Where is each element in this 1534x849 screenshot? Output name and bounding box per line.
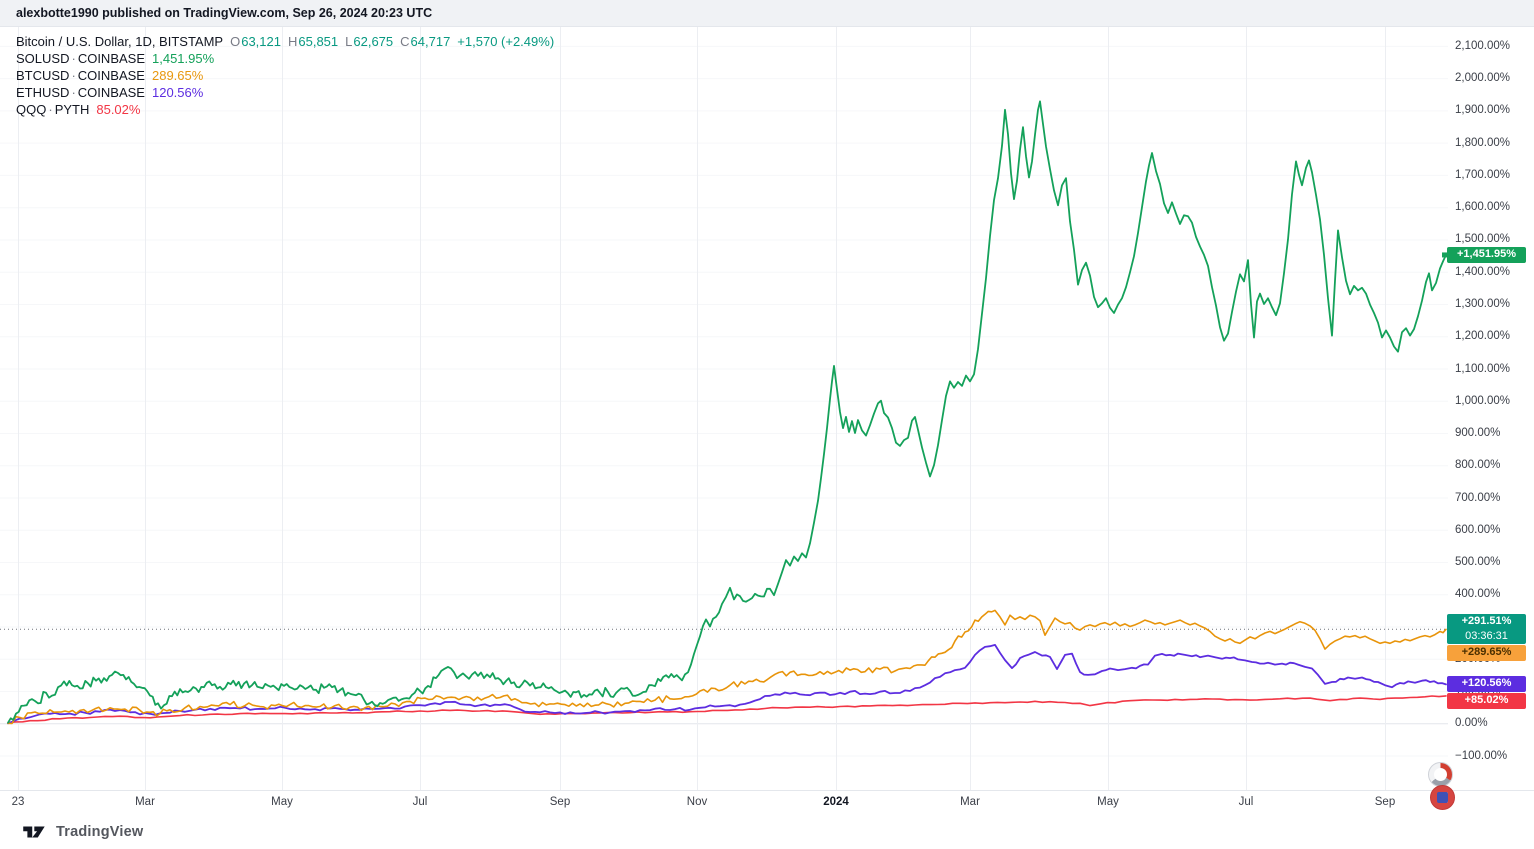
time-axis-label: Mar <box>960 796 980 808</box>
main-symbol-title: Bitcoin / U.S. Dollar, 1D, BITSTAMP <box>16 34 224 49</box>
footer: TradingView <box>0 815 1534 849</box>
compare-change-value: 120.56% <box>151 85 204 100</box>
price-badge: +291.51% 03:36:31 <box>1447 614 1526 645</box>
ohlc-label: H <box>287 34 298 49</box>
price-axis-label: 500.00% <box>1455 556 1501 568</box>
legend: Bitcoin / U.S. Dollar, 1D, BITSTAMP O63,1… <box>16 33 554 118</box>
series-line-ethusd <box>7 644 1447 725</box>
badge-change: +291.51% <box>1461 615 1512 628</box>
price-axis-label: 800.00% <box>1455 459 1501 472</box>
compare-exchange: COINBASE <box>77 85 145 100</box>
time-axis-label: 2024 <box>823 796 849 808</box>
price-axis-label: 1,100.00% <box>1455 362 1510 375</box>
ohlc-label: C <box>400 34 410 49</box>
compare-change-value: 289.65% <box>151 68 204 83</box>
price-badge: +85.02% <box>1447 693 1526 710</box>
legend-compare-row-qqq[interactable]: QQQ · PYTH 85.02% <box>16 101 554 118</box>
price-axis-label: 700.00% <box>1455 491 1501 504</box>
compare-symbol: QQQ <box>16 102 47 117</box>
compare-symbol: SOLUSD <box>16 51 70 66</box>
price-axis-label: 1,400.00% <box>1455 265 1510 278</box>
compare-change-value: 1,451.95% <box>152 51 215 66</box>
compare-symbol: ETHUSD <box>16 85 70 100</box>
ohlc-value: 64,717 <box>410 34 451 49</box>
legend-main-row[interactable]: Bitcoin / U.S. Dollar, 1D, BITSTAMP O63,1… <box>16 33 554 50</box>
price-axis-label: 1,900.00% <box>1455 104 1510 117</box>
price-badge: +1,451.95% <box>1447 246 1526 263</box>
legend-compare-rows: SOLUSD · COINBASE 1,451.95% BTCUSD · COINBASE 2… <box>16 50 554 118</box>
time-axis-label: May <box>1097 796 1119 808</box>
time-axis-label: Mar <box>135 796 155 808</box>
chart-area: Bitcoin / U.S. Dollar, 1D, BITSTAMP O63,1… <box>0 27 1448 790</box>
publish-bar: alexbotte1990 published on TradingView.c… <box>0 0 1534 27</box>
ohlc-value: 65,851 <box>298 34 339 49</box>
time-axis-label: 23 <box>11 796 25 808</box>
ohlc-label: O <box>230 34 241 49</box>
price-axis-label: 600.00% <box>1455 523 1501 536</box>
price-axis[interactable]: 2,100.00% 2,000.00% 1,900.00% 1,800.00% 1,70… <box>1447 27 1534 790</box>
compare-change-value: 85.02% <box>96 102 141 117</box>
price-axis-label: 1,300.00% <box>1455 298 1510 310</box>
separator-dot: · <box>71 51 76 66</box>
series-line-qqq <box>7 695 1447 725</box>
chart-canvas[interactable] <box>0 27 1448 790</box>
instrument-logo-icon-2 <box>1430 785 1455 810</box>
ohlc-value: 62,675 <box>353 34 394 49</box>
separator-dot: · <box>71 85 76 100</box>
price-badge: +120.56% <box>1447 676 1526 693</box>
time-axis-label: Nov <box>686 796 708 808</box>
price-axis-label: 1,700.00% <box>1455 168 1510 181</box>
separator-dot: · <box>71 68 76 83</box>
time-axis-label: Jul <box>412 796 428 808</box>
series-line-btcusd <box>7 609 1447 725</box>
footer-brand-link[interactable]: TradingView <box>56 824 144 840</box>
publish-text: alexbotte1990 published on TradingView.c… <box>16 6 433 20</box>
legend-compare-row-btcusd[interactable]: BTCUSD · COINBASE 289.65% <box>16 67 554 84</box>
price-axis-label: 1,200.00% <box>1455 330 1510 343</box>
price-axis-label: 2,000.00% <box>1455 72 1510 85</box>
price-axis-label: 1,000.00% <box>1455 394 1510 407</box>
main-change-value: +1,570 (+2.49%) <box>457 34 555 49</box>
price-axis-label: 900.00% <box>1455 427 1501 439</box>
price-axis-label: 400.00% <box>1455 588 1501 601</box>
series-line-solusd <box>7 100 1447 724</box>
ohlc-label: L <box>345 34 353 49</box>
compare-exchange: COINBASE <box>77 51 145 66</box>
separator-dot: · <box>48 102 53 117</box>
price-badge: +289.65% <box>1447 645 1526 662</box>
time-axis-label: Sep <box>549 796 571 808</box>
compare-exchange: PYTH <box>54 102 90 117</box>
price-axis-label: 2,100.00% <box>1455 39 1510 52</box>
price-axis-label: 1,500.00% <box>1455 233 1510 246</box>
time-axis-label: Sep <box>1374 796 1396 808</box>
legend-compare-row-ethusd[interactable]: ETHUSD · COINBASE 120.56% <box>16 84 554 101</box>
compare-symbol: BTCUSD <box>16 68 70 83</box>
tradingview-logo-icon <box>22 823 48 841</box>
compare-exchange: COINBASE <box>77 68 145 83</box>
time-axis-label: Jul <box>1238 796 1254 808</box>
badge-countdown: 03:36:31 <box>1465 630 1508 643</box>
ohlc-value: 63,121 <box>241 34 281 49</box>
ohlc-values: O63,121 H65,851 L62,675 C64,717 <box>223 34 450 49</box>
price-axis-label: 0.00% <box>1455 717 1488 730</box>
instrument-logo-icon-1 <box>1428 762 1453 787</box>
price-axis-label: −100.00% <box>1455 749 1508 762</box>
time-axis[interactable]: 23 Mar May Jul Sep Nov 2024 Mar May Jul Sep <box>0 790 1534 815</box>
legend-compare-row-solusd[interactable]: SOLUSD · COINBASE 1,451.95% <box>16 50 554 67</box>
price-axis-label: 1,600.00% <box>1455 201 1510 214</box>
price-axis-label: 1,800.00% <box>1455 136 1510 149</box>
time-axis-label: May <box>271 796 293 808</box>
